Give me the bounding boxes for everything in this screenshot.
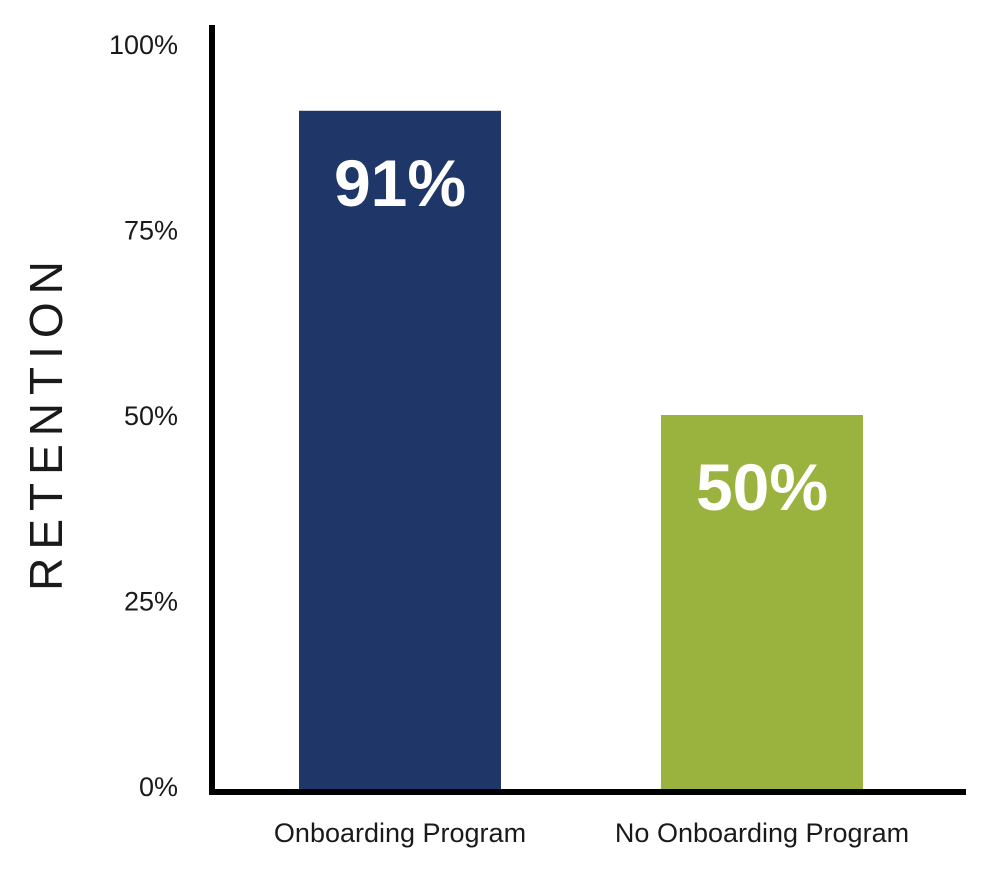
y-axis-title: RETENTION [20,253,72,591]
data-labels-group: 91% 50% [334,146,828,524]
category-label: Onboarding Program [274,818,526,848]
y-tick-labels: 0% 25% 50% 75% 100% [109,30,178,802]
category-labels-group: Onboarding Program No Onboarding Program [274,818,909,848]
bar [661,415,863,792]
y-tick-label: 50% [124,401,178,431]
y-tick-label: 0% [139,772,178,802]
y-tick-label: 75% [124,216,178,246]
bars-group [299,110,863,792]
category-label: No Onboarding Program [615,818,909,848]
bar [299,110,501,792]
y-tick-label: 100% [109,30,178,60]
y-tick-label: 25% [124,587,178,617]
bar-value-label: 50% [696,450,828,524]
bar-value-label: 91% [334,146,466,220]
